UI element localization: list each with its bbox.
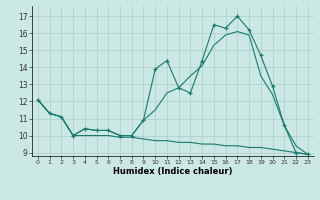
X-axis label: Humidex (Indice chaleur): Humidex (Indice chaleur): [113, 167, 233, 176]
